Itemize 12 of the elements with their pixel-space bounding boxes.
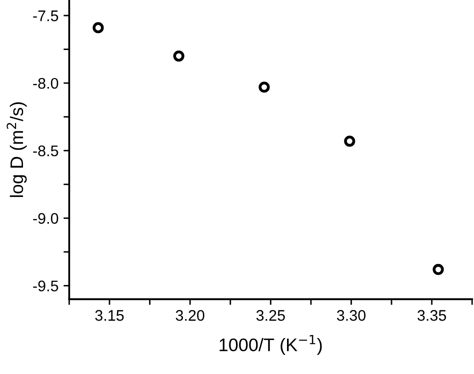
x-tick-label: 3.30 [336,310,366,321]
x-tick-label: 3.15 [95,310,124,321]
y-tick-label: -8.0 [33,78,58,89]
y-tick-label: -9.0 [33,213,58,224]
y-tick-label: -7.5 [33,10,58,22]
x-axis-title: 1000/T (K$^{−1}$) [220,334,322,355]
x-tick-label: 3.20 [176,310,204,321]
y-axis-title: log D (m$^{2}$/s) [6,102,27,197]
x-tick-label: 3.35 [418,310,446,321]
y-tick-label: -9.5 [33,280,58,292]
y-tick-label: -8.5 [33,145,58,156]
x-tick-label: 3.25 [256,310,285,321]
